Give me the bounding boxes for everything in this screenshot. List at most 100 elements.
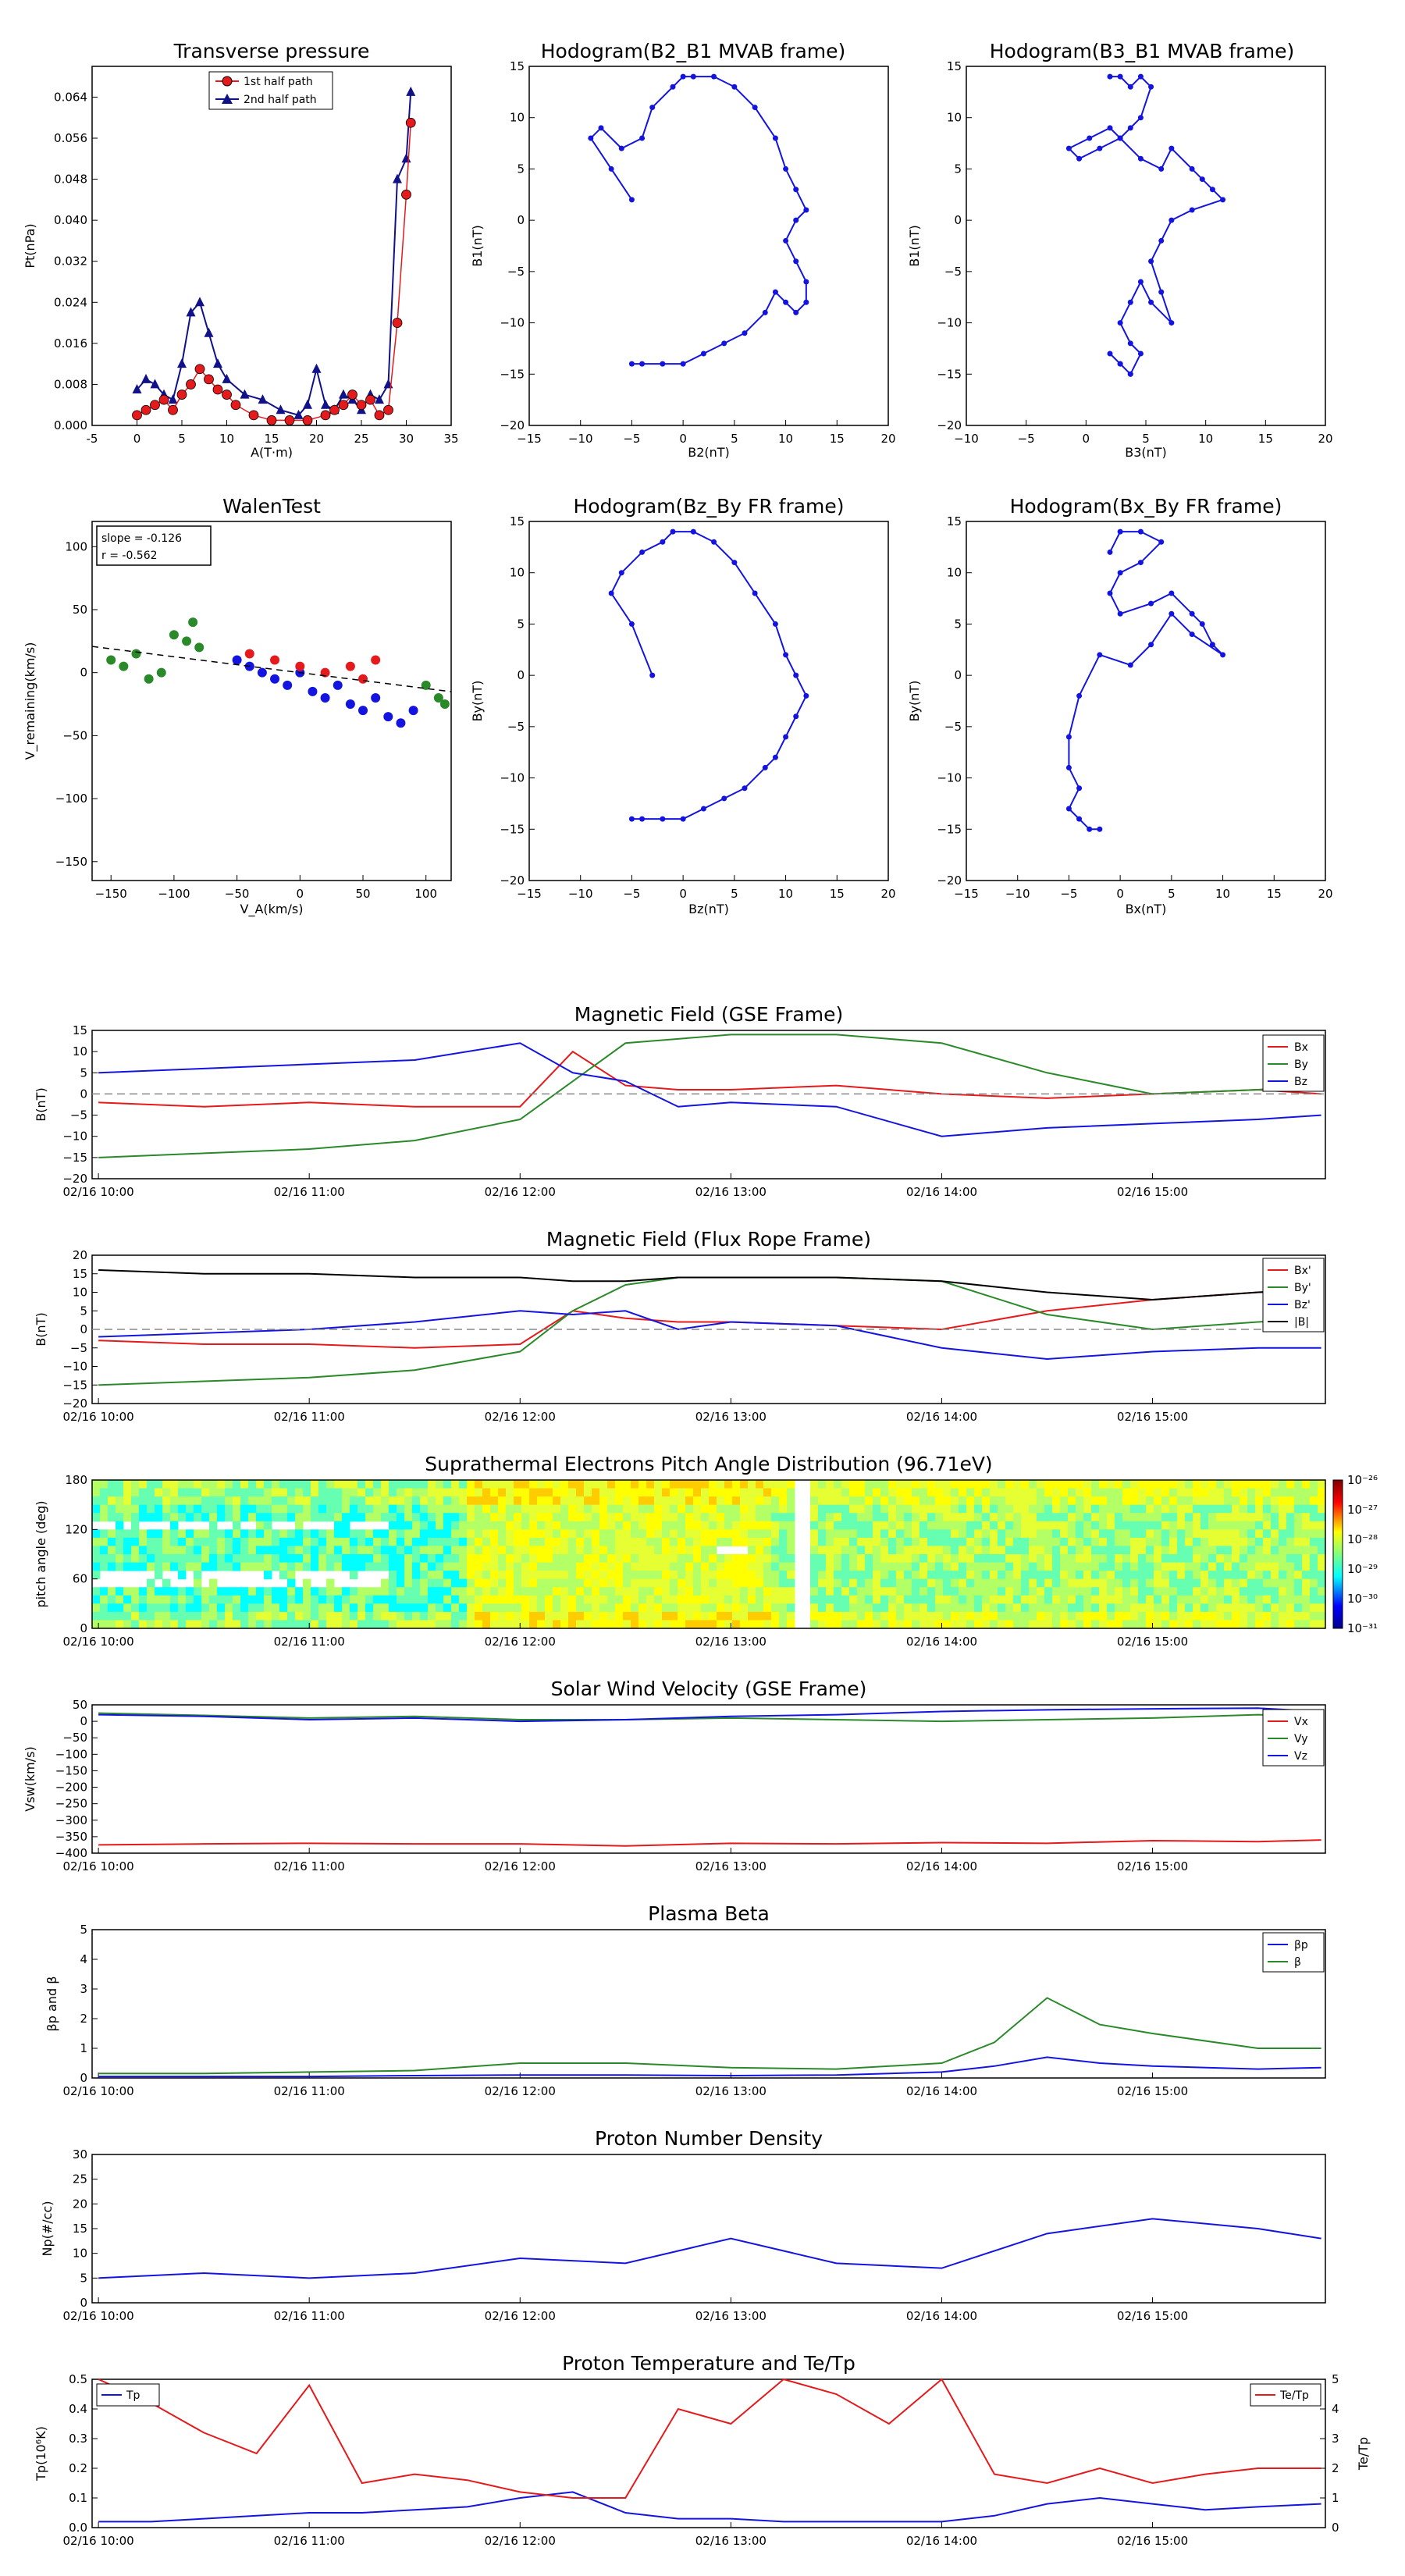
heatmap-cell	[295, 1611, 304, 1621]
heatmap-cell	[1200, 1554, 1209, 1564]
heatmap-cell	[787, 1521, 795, 1530]
y-tick-label: 0.3	[69, 2432, 87, 2446]
heatmap-cell	[990, 1562, 998, 1571]
heatmap-cell	[787, 1571, 795, 1580]
heatmap-cell	[1037, 1496, 1045, 1506]
heatmap-cell	[818, 1587, 827, 1596]
heatmap-cell	[1005, 1554, 1014, 1564]
heatmap-cell	[826, 1480, 834, 1489]
heatmap-cell	[404, 1595, 413, 1604]
heatmap-cell	[592, 1521, 600, 1530]
heatmap-cell	[529, 1480, 538, 1489]
heatmap-cell	[638, 1554, 647, 1564]
heatmap-cell	[1185, 1504, 1193, 1514]
heatmap-cell	[1216, 1562, 1225, 1571]
heatmap-cell	[420, 1611, 429, 1621]
heatmap-cell	[904, 1562, 912, 1571]
heatmap-cell	[865, 1554, 873, 1564]
heatmap-cell	[295, 1513, 304, 1522]
heatmap-cell	[638, 1480, 647, 1489]
data-point	[212, 384, 223, 395]
data-point	[421, 680, 431, 690]
heatmap-cell	[1247, 1496, 1256, 1506]
heatmap-cell	[186, 1587, 194, 1596]
legend-label: Bz'	[1294, 1299, 1311, 1311]
heatmap-cell	[178, 1562, 187, 1571]
y-tick-label: −5	[507, 720, 525, 734]
heatmap-cell	[826, 1595, 834, 1604]
heatmap-cell	[1169, 1578, 1178, 1588]
series-line	[98, 2056, 1321, 2078]
heatmap-cell	[951, 1504, 959, 1514]
heatmap-cell	[116, 1496, 124, 1506]
heatmap-cell	[1161, 1529, 1170, 1539]
heatmap-cell	[841, 1513, 850, 1522]
heatmap-cell	[287, 1571, 296, 1580]
heatmap-cell	[998, 1529, 1006, 1539]
heatmap-cell	[1122, 1603, 1131, 1613]
heatmap-cell	[217, 1504, 226, 1514]
data-point	[1137, 279, 1144, 285]
heatmap-cell	[662, 1587, 670, 1596]
heatmap-cell	[607, 1603, 616, 1613]
heatmap-cell	[381, 1496, 389, 1506]
heatmap-cell	[381, 1480, 389, 1489]
data-point	[1117, 528, 1123, 535]
heatmap-cell	[888, 1595, 897, 1604]
heatmap-cell	[966, 1546, 975, 1555]
heatmap-cell	[1076, 1488, 1084, 1497]
heatmap-cell	[912, 1571, 920, 1580]
heatmap-cell	[1029, 1546, 1037, 1555]
heatmap-cell	[1271, 1521, 1279, 1530]
heatmap-cell	[264, 1611, 272, 1621]
heatmap-cell	[1208, 1620, 1217, 1629]
heatmap-cell	[272, 1595, 280, 1604]
heatmap-cell	[880, 1587, 889, 1596]
heatmap-cell	[404, 1611, 413, 1621]
heatmap-cell	[818, 1611, 827, 1621]
x-tick-label: 02/16 15:00	[1117, 1635, 1188, 1649]
heatmap-cell	[1005, 1571, 1014, 1580]
data-point	[731, 84, 738, 90]
heatmap-cell	[1232, 1595, 1240, 1604]
data-point	[1076, 816, 1083, 822]
heatmap-cell	[248, 1595, 257, 1604]
x-tick-label: 15	[264, 432, 279, 446]
x-tick-label: 15	[830, 887, 845, 901]
heatmap-cell	[451, 1488, 460, 1497]
heatmap-cell	[662, 1595, 670, 1604]
heatmap-cell	[748, 1611, 756, 1621]
heatmap-cell	[194, 1554, 202, 1564]
heatmap-cell	[919, 1611, 928, 1621]
heatmap-cell	[357, 1554, 366, 1564]
heatmap-cell	[1122, 1496, 1131, 1506]
heatmap-cell	[303, 1595, 311, 1604]
heatmap-cell	[974, 1546, 983, 1555]
x-tick-label: 02/16 10:00	[62, 1410, 133, 1424]
heatmap-cell	[592, 1546, 600, 1555]
heatmap-cell	[1177, 1554, 1186, 1564]
y-tick-label: 0	[80, 666, 87, 680]
heatmap-cell	[1263, 1529, 1272, 1539]
heatmap-cell	[748, 1537, 756, 1546]
heatmap-cell	[123, 1603, 132, 1613]
heatmap-cell	[1232, 1537, 1240, 1546]
heatmap-cell	[490, 1620, 499, 1629]
heatmap-cell	[1302, 1496, 1311, 1506]
heatmap-cell	[857, 1562, 866, 1571]
heatmap-cell	[709, 1554, 717, 1564]
heatmap-cell	[576, 1521, 585, 1530]
heatmap-cell	[209, 1562, 218, 1571]
data-point	[1127, 662, 1133, 668]
heatmap-cell	[209, 1537, 218, 1546]
heatmap-cell	[1255, 1480, 1264, 1489]
heatmap-cell	[717, 1603, 725, 1613]
heatmap-cell	[162, 1554, 171, 1564]
heatmap-cell	[397, 1620, 405, 1629]
y-tick-label: 1	[1332, 2491, 1339, 2505]
heatmap-cell	[443, 1529, 452, 1539]
heatmap-cell	[1130, 1578, 1139, 1588]
heatmap-cell	[295, 1488, 304, 1497]
data-point	[439, 699, 450, 710]
heatmap-cell	[888, 1546, 897, 1555]
